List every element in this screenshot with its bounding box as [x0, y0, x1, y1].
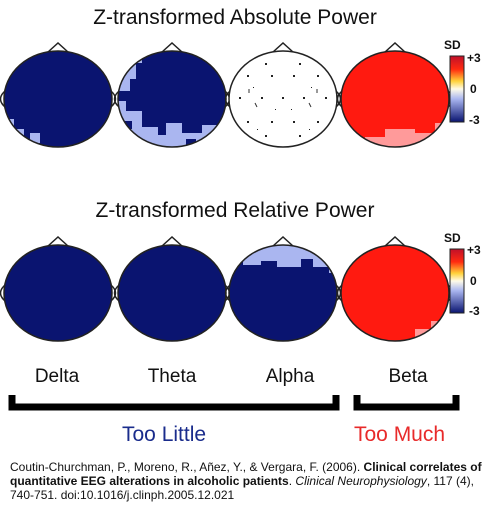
bracket-too-much [353, 395, 460, 411]
label-too-much: Too Much [354, 423, 446, 446]
head-map-relative-alpha [224, 235, 342, 342]
citation-title: Clinical correlates of quantitative EEG … [10, 460, 482, 488]
band-label-delta: Delta [34, 366, 80, 387]
band-label-beta: Beta [388, 366, 428, 387]
colorbar-absolute-tick-min: -3 [469, 113, 480, 127]
head-map-relative-delta [0, 235, 117, 342]
colorbar-relative-unit: SD [444, 231, 461, 245]
citation-journal: Clinical Neurophysiology [295, 474, 427, 488]
head-map-relative-theta [113, 235, 231, 342]
colorbar-absolute-unit: SD [444, 38, 461, 52]
head-map-absolute-beta [336, 41, 454, 148]
citation-details: , 117 (4), 740-751. doi:10.1016/j.clinph… [10, 474, 474, 502]
head-map-relative-beta [336, 235, 454, 342]
topomap-figure: SD +3 0 -3 SD +3 0 -3 [0, 38, 481, 411]
colorbar-relative-tick-min: -3 [469, 304, 480, 318]
bracket-too-little [8, 395, 340, 411]
title-relative-power: Z-transformed Relative Power [95, 199, 375, 222]
colorbar-relative-tick-zero: 0 [470, 274, 477, 288]
head-map-absolute-theta [113, 41, 231, 148]
colorbar-relative-tick-max: +3 [467, 243, 481, 257]
band-label-theta: Theta [147, 366, 197, 387]
title-absolute-power: Z-transformed Absolute Power [93, 6, 377, 29]
citation: Coutin-Churchman, P., Moreno, R., Añez, … [10, 460, 482, 502]
head-map-absolute-alpha [224, 41, 342, 148]
head-map-absolute-delta [0, 41, 117, 148]
colorbar-absolute-tick-max: +3 [467, 51, 481, 65]
colorbar-absolute [449, 55, 465, 123]
band-label-alpha: Alpha [265, 366, 315, 387]
label-too-little: Too Little [122, 423, 207, 446]
citation-authors: Coutin-Churchman, P., Moreno, R., Añez, … [10, 460, 364, 474]
colorbar-relative [449, 248, 465, 314]
colorbar-absolute-tick-zero: 0 [470, 82, 477, 96]
